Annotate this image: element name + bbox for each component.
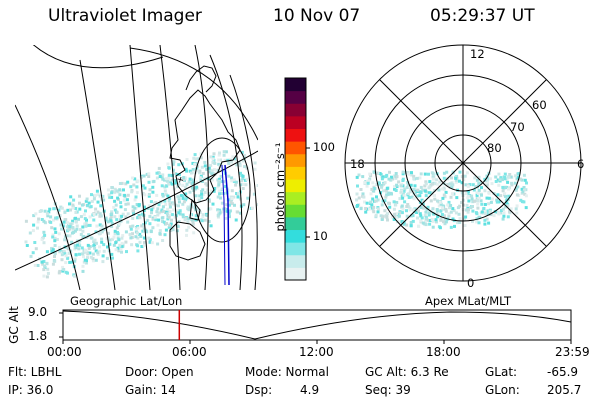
colorbar-cell — [285, 78, 306, 92]
timeline-ylabel: GC Alt — [7, 306, 21, 344]
colorbar-cell — [285, 229, 306, 243]
colorbar-cell — [285, 166, 306, 180]
altitude-timeline — [59, 309, 572, 344]
colorbar-cell — [285, 115, 306, 130]
colorbar-cell — [285, 153, 306, 167]
glat-label: GLat: — [485, 365, 518, 379]
dsp-value: 4.9 — [300, 383, 320, 397]
colorbar-cell — [285, 141, 306, 155]
timeline-xtick-3: 18:00 — [426, 345, 461, 359]
polar-label-12: 12 — [470, 47, 485, 61]
colorbar — [284, 77, 310, 281]
timeline-ytick-high: 9.0 — [28, 305, 48, 319]
door-info: Door: Open — [125, 365, 194, 379]
colorbar-cell — [285, 191, 306, 205]
date-label: 10 Nov 07 — [273, 6, 361, 26]
colorbar-cell — [285, 103, 306, 117]
timeline-xtick-0: 00:00 — [47, 345, 82, 359]
polar-plot — [344, 44, 582, 282]
seq-info: Seq: 39 — [365, 383, 411, 397]
polar-label-80: 80 — [487, 141, 502, 155]
glat-value: -65.9 — [547, 365, 579, 379]
time-label: 05:29:37 UT — [430, 6, 535, 26]
svg-text:+: + — [175, 175, 187, 185]
glon-label: GLon: — [485, 383, 520, 397]
colorbar-unit-label: photon cm⁻²s⁻¹ — [273, 142, 287, 232]
colorbar-cell — [285, 128, 306, 142]
polar-label-60: 60 — [532, 98, 547, 112]
filter-info: Flt: LBHL — [8, 365, 62, 379]
gain-info: Gain: 14 — [125, 383, 176, 397]
mode-info: Mode: Normal — [245, 365, 329, 379]
colorbar-cell — [285, 267, 306, 281]
colorbar-cell — [285, 90, 306, 104]
polar-aurora-emission — [355, 170, 528, 230]
right-panel-label: Apex MLat/MLT — [425, 294, 512, 308]
timeline-xtick-4: 23:59 — [555, 345, 590, 359]
colorbar-cell — [285, 204, 306, 218]
ip-info: IP: 36.0 — [8, 383, 54, 397]
polar-label-6: 6 — [577, 157, 585, 171]
polar-label-0: 0 — [467, 276, 475, 290]
dsp-label: Dsp: — [245, 383, 273, 397]
colorbar-tick-100: 100 — [313, 140, 335, 154]
instrument-title: Ultraviolet Imager — [48, 6, 202, 26]
colorbar-tick-10: 10 — [313, 229, 328, 243]
left-panel-label: Geographic Lat/Lon — [70, 294, 183, 308]
polar-label-18: 18 — [350, 157, 365, 171]
colorbar-cell — [285, 179, 306, 193]
colorbar-cell — [285, 254, 306, 268]
colorbar-cell — [285, 216, 306, 231]
gc-alt-info: GC Alt: 6.3 Re — [365, 365, 449, 379]
timeline-xtick-2: 12:00 — [299, 345, 334, 359]
timeline-xtick-1: 06:00 — [172, 345, 207, 359]
polar-label-70: 70 — [510, 120, 525, 134]
glon-value: 205.7 — [547, 383, 582, 397]
geographic-map: + — [15, 45, 258, 290]
colorbar-cell — [285, 242, 306, 256]
timeline-ytick-low: 1.8 — [28, 329, 48, 343]
